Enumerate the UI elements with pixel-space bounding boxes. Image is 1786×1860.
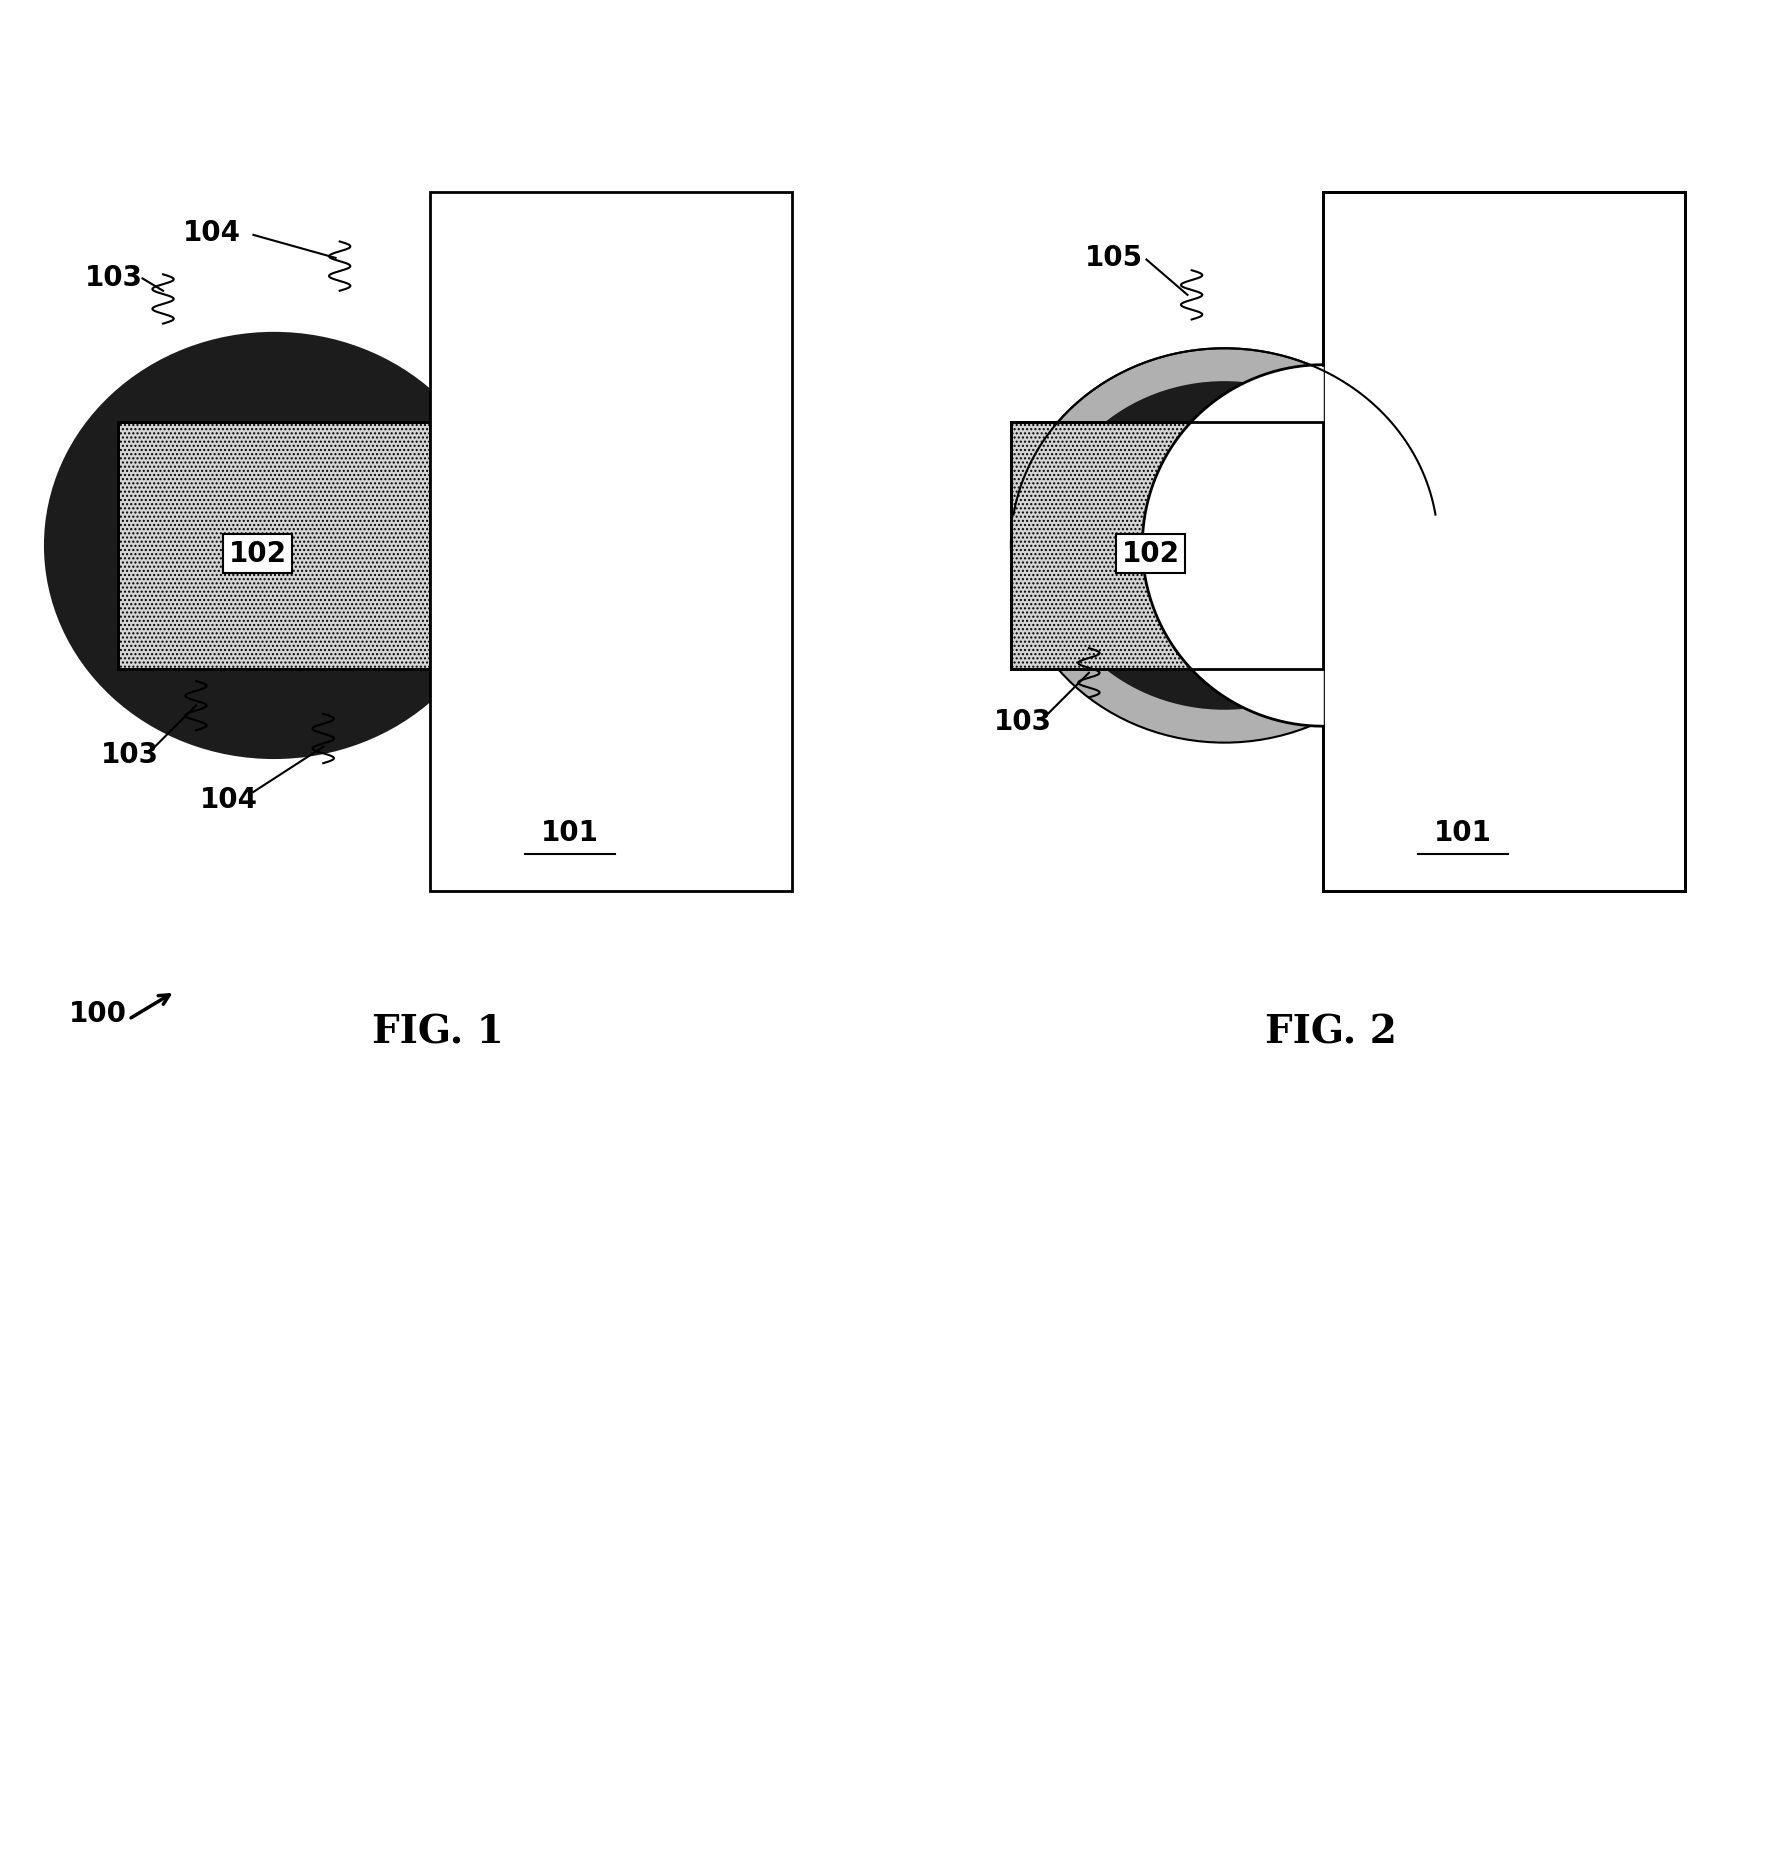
Text: 100: 100 (70, 999, 127, 1029)
Text: 101: 101 (1434, 818, 1491, 846)
Bar (1323, 192, 1684, 891)
Ellipse shape (1043, 381, 1406, 711)
Bar (118, 422, 430, 459)
Text: 104: 104 (184, 219, 241, 247)
Text: 101: 101 (541, 818, 598, 846)
Bar (430, 192, 791, 891)
Text: 102: 102 (1122, 539, 1179, 567)
Bar (1011, 422, 1323, 670)
Text: FIG. 1: FIG. 1 (371, 1014, 504, 1051)
Bar (1011, 422, 1323, 459)
Ellipse shape (45, 331, 504, 759)
Text: FIG. 2: FIG. 2 (1264, 1014, 1397, 1051)
Bar (118, 422, 430, 670)
Text: 105: 105 (1084, 244, 1143, 272)
Bar (1011, 422, 1323, 670)
Text: 104: 104 (200, 787, 257, 815)
Bar (118, 632, 430, 670)
Bar (118, 422, 430, 670)
Bar (1011, 422, 1323, 670)
Text: 103: 103 (84, 264, 143, 292)
Ellipse shape (1011, 348, 1438, 742)
Text: 103: 103 (995, 709, 1052, 737)
Polygon shape (1143, 365, 1323, 725)
Bar (1011, 632, 1323, 670)
Text: 103: 103 (102, 740, 159, 768)
Text: 102: 102 (229, 539, 286, 567)
